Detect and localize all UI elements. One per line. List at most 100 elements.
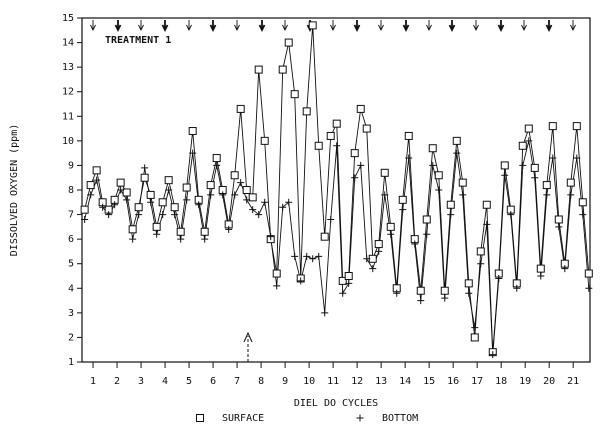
surface-point (92, 166, 101, 175)
bottom-point (411, 240, 419, 248)
bottom-point (99, 203, 107, 211)
bottom-point (327, 215, 335, 223)
surface-point (164, 176, 173, 185)
y-axis-label: DISSOLVED OXYGEN (ppm) (9, 124, 20, 256)
surface-point (146, 190, 155, 199)
bottom-point (555, 223, 563, 231)
bottom-point (441, 294, 449, 302)
surface-point (236, 104, 245, 113)
bottom-point (153, 230, 161, 238)
surface-point (212, 154, 221, 163)
surface-point (380, 168, 389, 177)
bottom-point (333, 142, 341, 150)
x-tick-label: 15 (423, 376, 435, 387)
legend-label: BOTTOM (382, 413, 418, 424)
surface-point (374, 240, 383, 249)
bottom-point (501, 171, 509, 179)
x-tick-label: 13 (375, 376, 387, 387)
bottom-point (537, 272, 545, 280)
surface-point (524, 124, 533, 133)
y-tick-label: 4 (68, 283, 74, 294)
y-tick-label: 10 (62, 136, 74, 147)
x-tick-label: 2 (114, 376, 120, 387)
arrow-head (402, 24, 410, 33)
surface-point (116, 178, 125, 187)
bottom-point (447, 211, 455, 219)
x-tick-label: 18 (495, 376, 507, 387)
bottom-point (435, 186, 443, 194)
bottom-point (201, 235, 209, 243)
bottom-point (255, 211, 263, 219)
surface-point (302, 107, 311, 116)
surface-point (434, 171, 443, 180)
bottom-point (387, 230, 395, 238)
bottom-point (159, 211, 167, 219)
bottom-point (561, 265, 569, 273)
bottom-point (345, 279, 353, 287)
surface-point (452, 136, 461, 145)
surface-point (428, 144, 437, 153)
series-line (84, 25, 590, 353)
bottom-point (519, 161, 527, 169)
dashed-arrow-head (243, 331, 253, 343)
arrow-head (378, 24, 384, 32)
surface-point (440, 286, 449, 295)
bottom-point (549, 154, 557, 162)
surface-point (152, 222, 161, 231)
surface-point (500, 161, 509, 170)
surface-point (278, 65, 287, 74)
bottom-point (573, 154, 581, 162)
bottom-point (171, 211, 179, 219)
surface-point (86, 181, 95, 190)
x-tick-label: 11 (327, 376, 339, 387)
plot-frame (81, 17, 591, 363)
surface-point (530, 163, 539, 172)
bottom-point (207, 191, 215, 199)
surface-point (176, 227, 185, 236)
surface-point (188, 127, 197, 136)
arrow-head (448, 24, 456, 33)
bottom-point (135, 211, 143, 219)
surface-point (350, 149, 359, 158)
arrow-head (545, 24, 553, 33)
surface-point (344, 272, 353, 280)
y-tick-label: 6 (68, 234, 74, 245)
bottom-point (423, 230, 431, 238)
y-tick-label: 7 (68, 210, 74, 221)
bottom-point (495, 274, 503, 282)
surface-point (476, 247, 485, 256)
surface-point (170, 203, 179, 212)
surface-point (158, 198, 167, 207)
surface-point (248, 193, 257, 202)
bottom-point (231, 191, 239, 199)
surface-point (404, 131, 413, 140)
bottom-point (459, 191, 467, 199)
bottom-point (483, 220, 491, 228)
x-tick-label: 5 (186, 376, 192, 387)
bottom-point (105, 211, 113, 219)
bottom-point (279, 203, 287, 211)
surface-point (464, 279, 473, 288)
x-tick-label: 20 (543, 376, 555, 387)
surface-point (200, 227, 209, 236)
surface-point (542, 181, 551, 190)
arrow-head (161, 24, 169, 33)
arrow-head (258, 24, 266, 33)
surface-point (182, 183, 191, 192)
surface-point (422, 215, 431, 224)
x-axis-label: DIEL DO CYCLES (294, 398, 378, 409)
x-tick-label: 3 (138, 376, 144, 387)
bottom-point (399, 206, 407, 214)
arrow-head (570, 24, 576, 32)
x-tick-label: 16 (447, 376, 459, 387)
arrow-head (353, 24, 361, 33)
surface-point (356, 104, 365, 113)
surface-point (566, 178, 575, 187)
y-tick-label: 14 (62, 38, 74, 49)
bottom-point (177, 235, 185, 243)
surface-point (362, 124, 371, 133)
bottom-point (477, 260, 485, 268)
bottom-point (189, 149, 197, 157)
arrow-head (90, 24, 96, 32)
